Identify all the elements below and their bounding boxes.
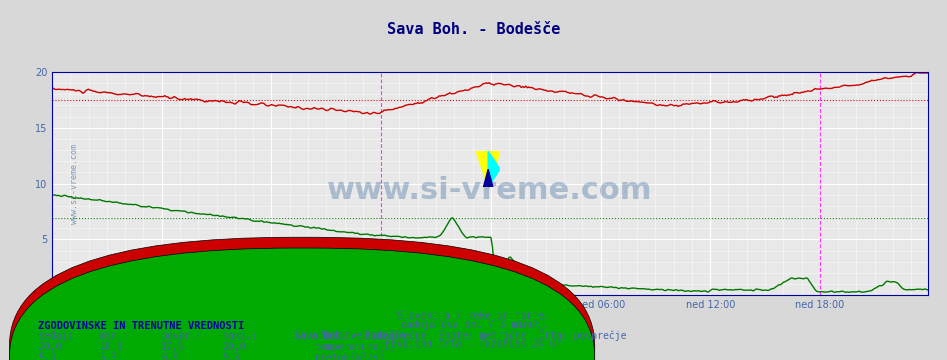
Text: navpična črta - razdelek 24 ur: navpična črta - razdelek 24 ur: [385, 338, 562, 349]
Text: 9,3: 9,3: [223, 353, 241, 360]
Text: ZGODOVINSKE IN TRENUTNE VREDNOSTI: ZGODOVINSKE IN TRENUTNE VREDNOSTI: [38, 321, 244, 332]
Text: sedaj:: sedaj:: [38, 332, 73, 342]
Text: 5,3: 5,3: [38, 353, 56, 360]
Text: temperatura[C]: temperatura[C]: [314, 342, 397, 352]
Text: 20,0: 20,0: [223, 342, 246, 352]
Polygon shape: [476, 151, 500, 187]
Text: povpr.:: povpr.:: [161, 332, 202, 342]
Polygon shape: [484, 169, 493, 187]
Text: 5,3: 5,3: [99, 353, 117, 360]
Text: Meritve: povprečne  Enote: metrične  Črta: povprečje: Meritve: povprečne Enote: metrične Črta:…: [321, 329, 626, 341]
Text: www.si-vreme.com: www.si-vreme.com: [70, 144, 79, 224]
Text: maks.:: maks.:: [223, 332, 258, 342]
Text: www.si-vreme.com: www.si-vreme.com: [328, 176, 652, 205]
Text: 16,3: 16,3: [99, 342, 123, 352]
Text: 6,9: 6,9: [161, 353, 179, 360]
Text: zadnja dva dni / 5 minut.: zadnja dva dni / 5 minut.: [400, 320, 547, 330]
Text: Sava Boh. - Bodešče: Sava Boh. - Bodešče: [386, 22, 561, 37]
Text: 17,5: 17,5: [161, 342, 185, 352]
Text: pretok[m3/s]: pretok[m3/s]: [314, 353, 384, 360]
Polygon shape: [489, 151, 500, 187]
Text: 20,0: 20,0: [38, 342, 62, 352]
Text: min.:: min.:: [99, 332, 129, 342]
Text: Slovenija / reke in morje.: Slovenija / reke in morje.: [397, 311, 550, 321]
Text: Sava Boh. - Bodešče: Sava Boh. - Bodešče: [294, 332, 405, 342]
